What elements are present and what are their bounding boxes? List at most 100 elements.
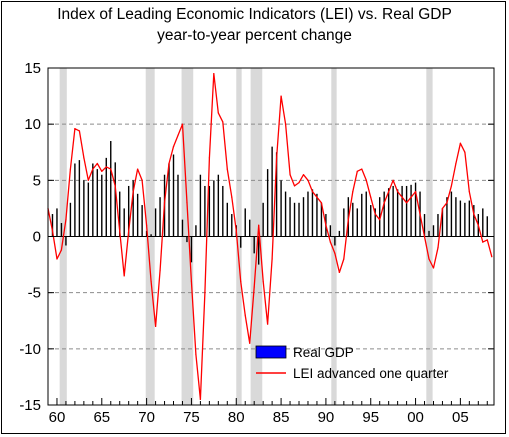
lei-point bbox=[105, 166, 107, 168]
lei-point bbox=[401, 196, 403, 198]
lei-point bbox=[150, 280, 152, 283]
lei-point bbox=[361, 168, 363, 170]
lei-point bbox=[392, 179, 394, 181]
lei-point bbox=[410, 196, 412, 198]
lei-point bbox=[163, 202, 166, 204]
lei-point bbox=[388, 190, 390, 193]
lei-point bbox=[258, 224, 260, 226]
lei-point bbox=[482, 241, 484, 243]
lei-point bbox=[51, 230, 54, 232]
lei-point bbox=[199, 398, 202, 400]
y-tick-label: -5 bbox=[28, 285, 41, 302]
lei-series-line bbox=[47, 72, 493, 401]
lei-point bbox=[65, 219, 67, 221]
gdp-bar-group bbox=[51, 141, 488, 265]
lei-point bbox=[379, 219, 381, 221]
lei-point bbox=[92, 168, 94, 170]
lei-point bbox=[83, 157, 85, 159]
lei-point bbox=[240, 280, 242, 283]
lei-point bbox=[146, 224, 148, 226]
x-tick-label: 70 bbox=[138, 409, 155, 426]
lei-point bbox=[267, 323, 269, 325]
lei-point bbox=[325, 224, 327, 226]
x-tick-label: 65 bbox=[93, 409, 110, 426]
chart-title: Index of Leading Economic Indicators (LE… bbox=[57, 6, 452, 23]
lei-point bbox=[464, 151, 466, 153]
lei-point bbox=[60, 249, 63, 251]
x-tick-label: 85 bbox=[273, 409, 290, 426]
lei-point bbox=[365, 179, 367, 181]
lei-point bbox=[271, 258, 273, 260]
lei-point bbox=[441, 207, 444, 210]
lei-point bbox=[311, 190, 314, 193]
y-tick-label: -10 bbox=[19, 341, 41, 358]
lei-point bbox=[486, 239, 488, 241]
lei-point bbox=[428, 258, 430, 260]
lei-point bbox=[56, 258, 58, 260]
lei-point bbox=[468, 190, 470, 193]
x-tick-label: 60 bbox=[49, 409, 66, 426]
x-tick-label: 80 bbox=[228, 409, 245, 426]
legend-swatch-real-gdp bbox=[255, 345, 287, 359]
lei-point bbox=[455, 162, 457, 165]
lei-point bbox=[370, 196, 372, 198]
lei-point bbox=[244, 314, 246, 316]
lei-point bbox=[289, 174, 291, 176]
lei-point bbox=[190, 280, 193, 283]
lei-point bbox=[101, 170, 103, 172]
lei-point bbox=[423, 235, 426, 238]
legend: Real GDP LEI advanced one quarter bbox=[255, 345, 449, 381]
lei-point bbox=[253, 286, 255, 288]
lei-point bbox=[213, 73, 215, 75]
lei-point bbox=[154, 325, 157, 327]
lei-point bbox=[141, 179, 143, 181]
lei-point bbox=[397, 190, 399, 193]
lei-point bbox=[352, 190, 354, 193]
lei-point bbox=[334, 252, 336, 254]
lei-point bbox=[204, 292, 206, 294]
lei-point bbox=[262, 280, 264, 283]
axes-group: 15 10 5 0 -5 -10 -15 60 65 70 75 80 85 90 95 00 05 bbox=[19, 60, 495, 426]
y-tick-label: 5 bbox=[33, 172, 41, 189]
lei-point bbox=[78, 130, 80, 132]
lei-point bbox=[316, 196, 318, 198]
lei-point bbox=[119, 230, 121, 232]
lei-point bbox=[280, 95, 282, 97]
lei-point bbox=[338, 271, 340, 274]
lei-point bbox=[74, 128, 76, 130]
lei-point bbox=[208, 157, 210, 159]
x-tick-label: 90 bbox=[318, 409, 335, 426]
lei-point bbox=[87, 179, 89, 181]
y-tick-label: -15 bbox=[19, 397, 41, 414]
lei-point bbox=[231, 196, 233, 198]
lei-point bbox=[249, 342, 251, 344]
y-tick-label: 0 bbox=[33, 229, 41, 246]
lei-point bbox=[473, 213, 475, 215]
lei-point bbox=[222, 121, 224, 123]
lei-point bbox=[320, 202, 323, 204]
lei-point bbox=[477, 224, 479, 226]
lei-point bbox=[235, 230, 237, 232]
lei-point bbox=[374, 213, 376, 215]
lei-point bbox=[128, 230, 130, 232]
lei-point bbox=[343, 258, 345, 260]
lei-point bbox=[419, 213, 421, 215]
lei-point bbox=[405, 202, 408, 204]
lei-point bbox=[491, 256, 493, 258]
lei-point bbox=[293, 185, 296, 187]
lei-point bbox=[172, 146, 175, 148]
lei-point bbox=[356, 170, 358, 172]
x-tick-label: 05 bbox=[452, 409, 469, 426]
lei-point bbox=[123, 275, 125, 277]
lei-point bbox=[307, 179, 309, 181]
lei-point bbox=[186, 202, 188, 204]
lei-point bbox=[226, 168, 228, 170]
legend-label-lei: LEI advanced one quarter bbox=[293, 366, 449, 381]
lei-point bbox=[114, 185, 116, 187]
lei-point bbox=[302, 174, 305, 176]
lei-point bbox=[329, 241, 331, 243]
x-tick-label: 95 bbox=[362, 409, 379, 426]
lei-point bbox=[446, 202, 448, 204]
lei-point bbox=[217, 112, 219, 114]
